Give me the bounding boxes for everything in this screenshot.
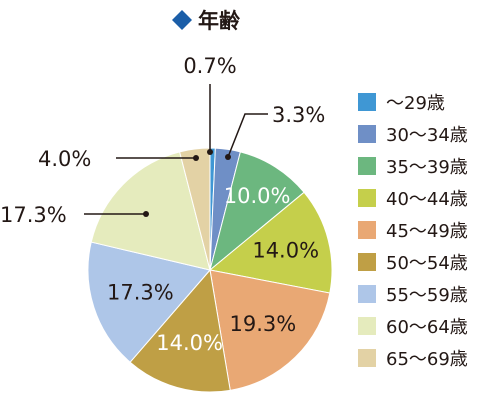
legend-swatch — [358, 253, 376, 271]
pie-slice-4 — [208, 191, 333, 294]
chart-title: 年齢 — [198, 9, 241, 33]
legend-item-2: 30～34歳 — [358, 118, 498, 150]
legend-label: 40～44歳 — [386, 189, 468, 210]
title-diamond-icon — [172, 10, 192, 30]
leader-dot-9 — [193, 155, 199, 161]
legend-label: 30～34歳 — [386, 125, 468, 146]
legend-swatch — [358, 93, 376, 111]
pie-slice-8 — [90, 151, 211, 271]
data-label-9: 4.0% — [38, 147, 91, 171]
pie-slice-6 — [129, 268, 231, 393]
data-label-2: 3.3% — [272, 103, 325, 127]
legend-swatch — [358, 189, 376, 207]
legend-swatch — [358, 221, 376, 239]
legend-item-1: ～29歳 — [358, 86, 498, 118]
legend-swatch — [358, 317, 376, 335]
legend-swatch — [358, 285, 376, 303]
legend-item-7: 55～59歳 — [358, 278, 498, 310]
legend-item-8: 60～64歳 — [358, 310, 498, 342]
data-label-1: 0.7% — [183, 54, 236, 78]
legend-item-5: 45～49歳 — [358, 214, 498, 246]
legend-label: 50～54歳 — [386, 253, 468, 274]
legend-item-4: 40～44歳 — [358, 182, 498, 214]
leader-line-2 — [227, 113, 268, 158]
data-label-8: 17.3% — [0, 203, 67, 227]
legend-swatch — [358, 349, 376, 367]
legend-label: 35～39歳 — [386, 157, 468, 178]
legend-label: ～29歳 — [386, 93, 445, 114]
pie-slice-5 — [209, 269, 331, 391]
data-label-4: 14.0% — [252, 239, 319, 263]
legend-item-6: 50～54歳 — [358, 246, 498, 278]
legend-label: 60～64歳 — [386, 317, 468, 338]
data-label-5: 19.3% — [230, 312, 297, 336]
pie-slice-3 — [209, 151, 305, 272]
data-label-6: 14.0% — [156, 331, 223, 355]
legend: ～29歳 30～34歳 35～39歳 40～44歳 45～49歳 50～54歳 55～59歳… — [358, 86, 498, 374]
pie-slice-7 — [87, 241, 211, 363]
legend-label: 65～69歳 — [386, 349, 468, 370]
leader-dot-2 — [225, 154, 231, 160]
data-label-7: 17.3% — [107, 281, 174, 305]
legend-swatch — [358, 157, 376, 175]
leader-dot-1 — [207, 149, 213, 155]
legend-swatch — [358, 125, 376, 143]
data-label-3: 10.0% — [224, 184, 291, 208]
legend-item-3: 35～39歳 — [358, 150, 498, 182]
legend-label: 45～49歳 — [386, 221, 468, 242]
legend-label: 55～59歳 — [386, 285, 468, 306]
leader-dot-8 — [143, 211, 149, 217]
legend-item-9: 65～69歳 — [358, 342, 498, 374]
